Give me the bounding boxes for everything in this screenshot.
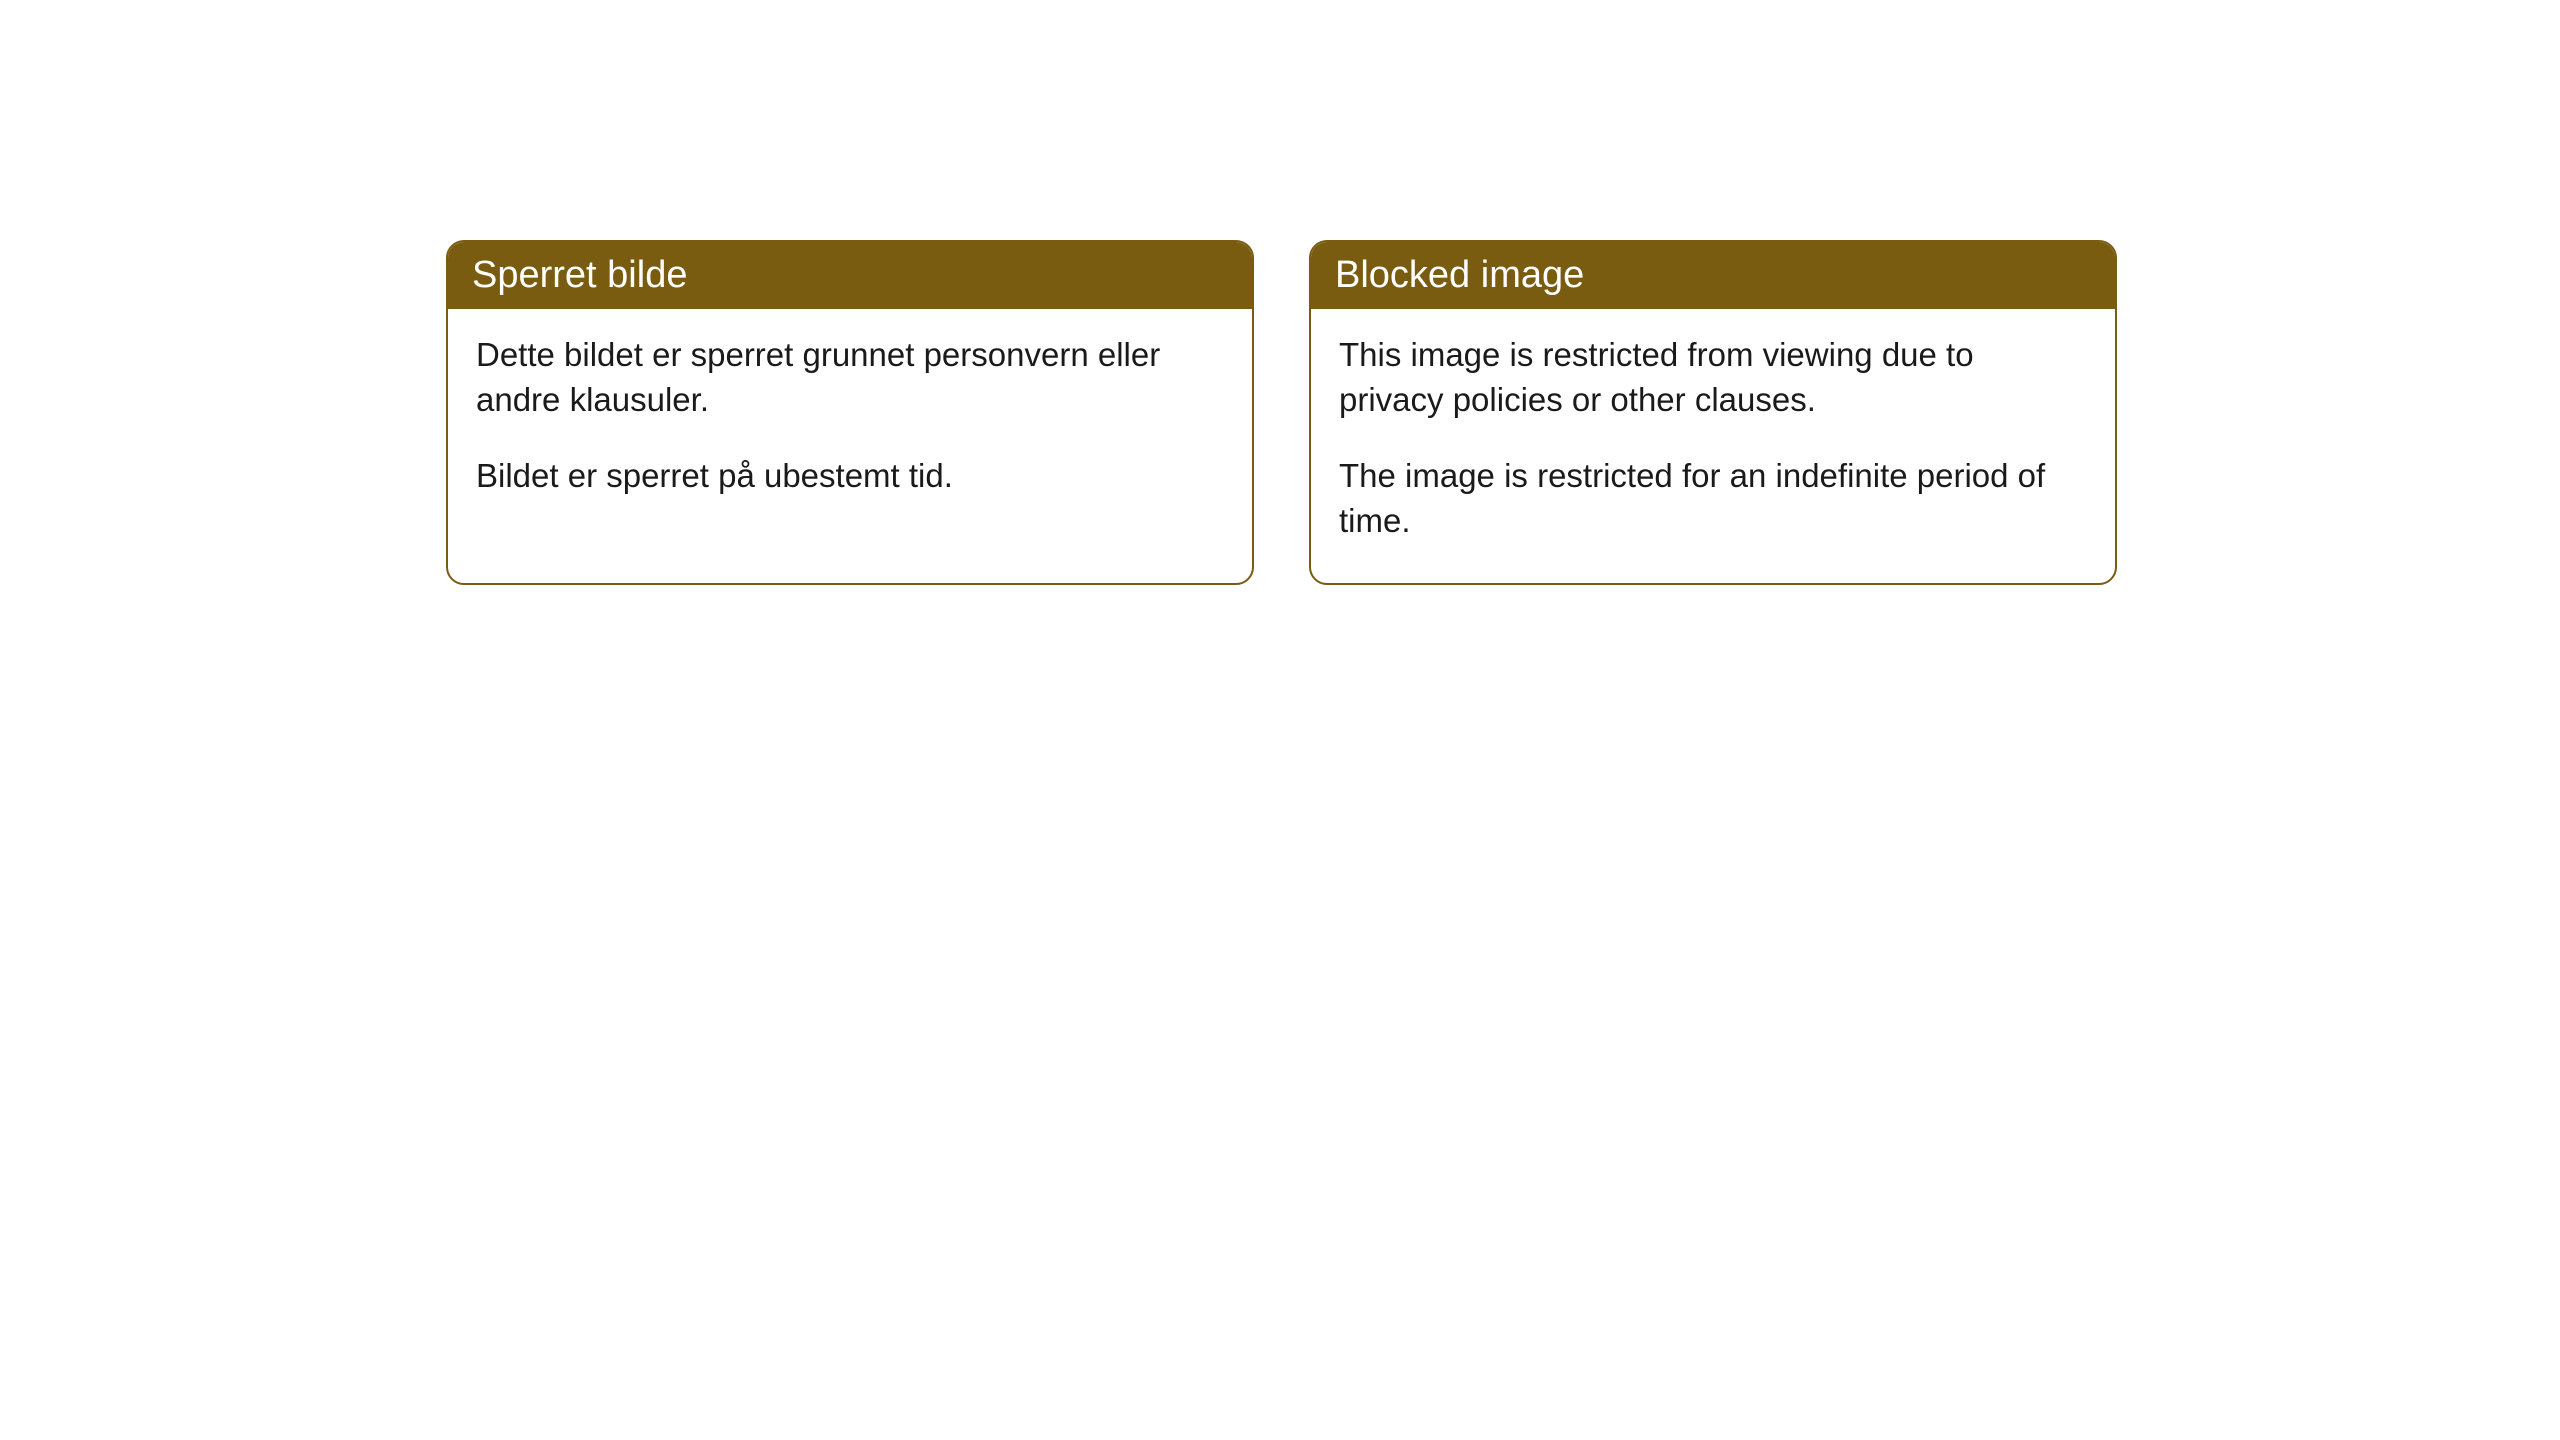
card-paragraph: The image is restricted for an indefinit… xyxy=(1339,454,2087,543)
notice-card-norwegian: Sperret bilde Dette bildet er sperret gr… xyxy=(446,240,1254,585)
card-title: Blocked image xyxy=(1335,254,1584,296)
card-body: This image is restricted from viewing du… xyxy=(1311,309,2115,583)
card-paragraph: This image is restricted from viewing du… xyxy=(1339,333,2087,422)
card-title: Sperret bilde xyxy=(472,254,687,296)
card-header: Sperret bilde xyxy=(448,242,1252,309)
card-body: Dette bildet er sperret grunnet personve… xyxy=(448,309,1252,539)
card-paragraph: Bildet er sperret på ubestemt tid. xyxy=(476,454,1224,499)
card-paragraph: Dette bildet er sperret grunnet personve… xyxy=(476,333,1224,422)
card-header: Blocked image xyxy=(1311,242,2115,309)
notice-card-english: Blocked image This image is restricted f… xyxy=(1309,240,2117,585)
notice-container: Sperret bilde Dette bildet er sperret gr… xyxy=(0,0,2560,585)
